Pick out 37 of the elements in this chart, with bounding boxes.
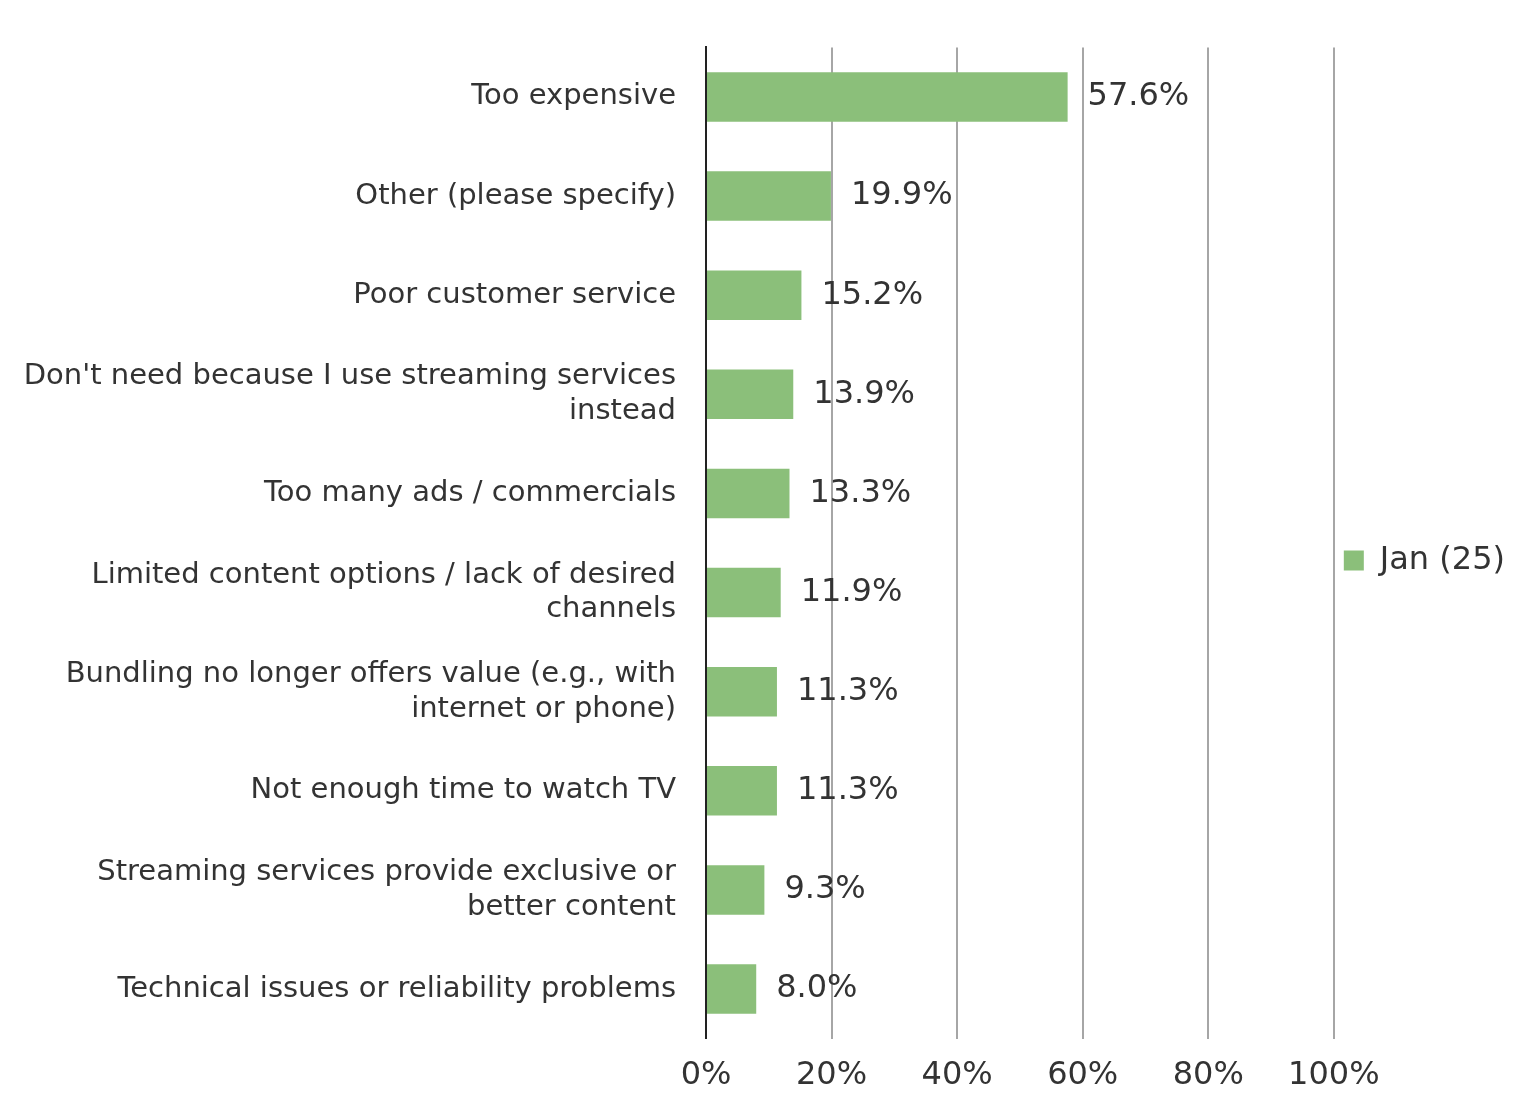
- x-tick-label: 20%: [796, 1054, 868, 1093]
- y-tick-label: Technical issues or reliability problems: [116, 969, 676, 1004]
- data-label: 13.3%: [809, 471, 912, 510]
- bar: [707, 171, 831, 221]
- data-label: 9.3%: [784, 868, 866, 907]
- data-label: 15.2%: [821, 273, 924, 312]
- bar: [707, 964, 757, 1014]
- bar: [707, 766, 777, 816]
- y-tick-label: Not enough time to watch TV: [250, 771, 677, 806]
- bar: [707, 72, 1068, 122]
- data-label: 8.0%: [776, 967, 858, 1006]
- y-tick-label: Bundling no longer offers value (e.g., with internet or phone): [65, 654, 676, 724]
- x-tick-label: 0%: [680, 1054, 732, 1093]
- x-tick-label: 40%: [921, 1054, 993, 1093]
- y-tick-label: Streaming services provide exclusive or better content: [97, 853, 677, 922]
- legend-label: Jan (25): [1377, 538, 1505, 577]
- y-tick-label: Don't need because I use streaming services instead: [23, 357, 676, 427]
- bar: [707, 666, 777, 717]
- data-label: 57.6%: [1087, 75, 1190, 114]
- y-tick-label: Too expensive: [470, 77, 676, 112]
- bar: [707, 468, 790, 519]
- bar: [707, 270, 802, 320]
- data-label: 11.3%: [796, 769, 899, 808]
- data-label: 19.9%: [850, 174, 953, 213]
- y-tick-label: Other (please specify): [355, 176, 676, 211]
- x-tick-label: 100%: [1288, 1054, 1380, 1093]
- data-label: 13.9%: [813, 372, 915, 411]
- y-tick-label: Poor customer service: [353, 275, 676, 310]
- data-label: 11.3%: [796, 669, 899, 708]
- bar: [707, 567, 781, 618]
- x-tick-label: 60%: [1047, 1054, 1119, 1093]
- bar: [707, 865, 765, 915]
- bar: [707, 369, 794, 420]
- x-tick-label: 80%: [1172, 1054, 1244, 1093]
- data-label: 11.9%: [800, 570, 903, 609]
- y-tick-label: Limited content options / lack of desired channels: [91, 555, 676, 625]
- y-tick-label: Too many ads / commercials: [262, 473, 676, 508]
